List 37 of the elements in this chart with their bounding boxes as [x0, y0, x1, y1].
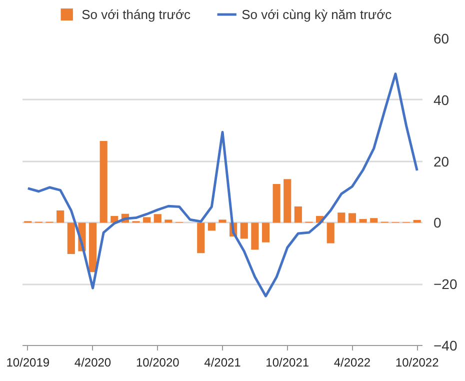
bar [326, 222, 334, 244]
x-tick-label: 10/2020 [136, 356, 180, 370]
bar [56, 210, 64, 223]
bar [154, 214, 162, 223]
legend-label: So với tháng trước [82, 7, 191, 22]
bar [294, 206, 302, 223]
bar [262, 222, 270, 242]
bar [67, 222, 75, 254]
bar [348, 213, 356, 223]
y-tick-label: −20 [434, 276, 458, 292]
y-tick-label: 20 [434, 153, 450, 170]
bar [100, 141, 108, 223]
bar [272, 184, 280, 223]
x-tick-label: 4/2020 [74, 356, 112, 370]
x-tick-label: 10/2021 [266, 356, 310, 370]
bar [284, 179, 292, 223]
bar [208, 222, 216, 231]
legend-label: So với cùng kỳ năm trước [242, 7, 392, 22]
y-tick-label: −40 [434, 338, 458, 354]
y-tick-label: 0 [434, 214, 442, 231]
line-series [26, 72, 418, 298]
bar [370, 218, 378, 223]
bar [164, 220, 172, 223]
x-tick-label: 4/2021 [204, 356, 242, 370]
bar [218, 220, 226, 223]
y-tick-label: 60 [434, 30, 450, 46]
x-tick-label: 4/2022 [334, 356, 371, 370]
x-tick-label: 10/2022 [395, 356, 440, 370]
y-tick-label: 40 [434, 92, 450, 108]
bar [251, 222, 259, 250]
x-tick-label: 10/2019 [6, 356, 50, 370]
bar [359, 219, 367, 223]
bar [338, 212, 346, 223]
bar [88, 222, 97, 272]
bar [197, 222, 205, 254]
bar [240, 222, 248, 239]
bar [143, 217, 151, 223]
